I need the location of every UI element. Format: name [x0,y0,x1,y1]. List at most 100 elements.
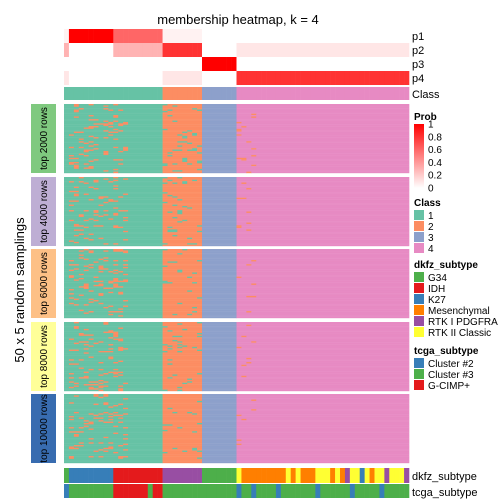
class-row-label: Class [412,89,440,101]
sampling-cell [98,258,104,261]
sampling-cell [103,394,109,396]
sampling-cell [197,450,203,453]
sampling-cell [197,145,203,147]
sampling-cell [236,249,410,251]
sampling-cell [64,109,75,112]
sampling-cell [162,130,188,132]
sampling-cell [162,188,203,190]
sampling-cell [93,251,124,254]
membership-cell [340,29,346,43]
sampling-cell [202,159,237,161]
sampling-cell [236,225,242,227]
sampling-cell [78,298,89,301]
sampling-cell [202,328,237,331]
sampling-cell [108,311,124,313]
membership-cell [256,71,262,85]
sampling-cell [64,330,109,332]
sampling-cell [236,157,247,160]
sampling-cell [93,276,99,279]
sampling-cell [162,157,183,160]
sampling-cell [113,356,163,359]
sampling-cell [202,268,237,270]
sampling-cell [118,388,124,390]
sampling-cell [113,138,119,141]
sampling-cell [103,341,163,343]
sampling-cell [202,219,237,222]
sampling-cell [162,327,203,330]
tcga-cell [197,484,203,498]
sampling-cell [162,119,203,121]
sampling-cell [162,298,203,301]
membership-cell [275,57,282,71]
sampling-cell [83,233,89,236]
sampling-cell [202,123,237,125]
sampling-cell [113,337,163,339]
sampling-cell [202,289,237,291]
sampling-cell [118,331,163,334]
sampling-cell [73,241,80,244]
sampling-cell [236,232,410,234]
sampling-cell [202,241,237,244]
sampling-cell [172,179,193,182]
sampling-cell [202,171,237,174]
sampling-cell [197,149,203,152]
membership-cell [404,57,410,71]
sampling-cell [251,164,257,167]
sampling-cell [98,379,104,382]
sampling-cell [162,271,178,273]
sampling-cell [202,207,237,209]
sampling-cell [202,402,237,404]
sampling-cell [236,193,410,196]
membership-cell [182,43,188,57]
sampling-cell [167,179,173,182]
sampling-cell [202,313,237,316]
membership-cell [354,57,361,71]
sampling-cell [236,305,410,308]
class-legend-swatch [414,232,424,242]
sampling-cell [187,137,203,139]
sampling-cell [88,182,168,185]
sampling-cell [251,324,410,327]
sampling-cell [103,421,114,424]
sampling-cell [103,386,163,389]
dkfz-cell [325,468,331,483]
sampling-cell [118,375,163,378]
membership-cell [216,43,223,57]
sampling-cell [113,362,119,364]
sampling-cell [202,239,237,241]
sampling-cell [83,215,99,218]
class-cell [157,87,163,100]
sampling-cell [93,438,124,440]
sampling-cell [123,434,129,436]
sampling-cell [64,170,104,172]
sampling-cell [162,313,173,316]
sampling-cell [236,207,410,209]
dkfz-cell [266,468,272,483]
sampling-cell [68,240,75,243]
sampling-cell [64,338,70,341]
membership-cell [300,71,306,85]
sampling-cell [162,418,203,421]
sampling-cell [236,443,242,446]
sampling-cell [88,141,94,143]
sampling-cell [162,446,203,449]
sampling-cell [256,164,410,167]
sampling-cell [103,265,168,268]
sampling-cell [202,153,237,156]
sampling-cell [236,141,247,143]
class-cell [211,87,218,100]
sampling-cell [73,435,80,437]
sampling-cell [236,123,410,125]
sampling-cell [251,188,410,190]
membership-cell [384,71,390,85]
sampling-cell [64,298,75,301]
sampling-cell [236,236,410,238]
sampling-cell [202,400,237,403]
sampling-cell [202,260,237,262]
sampling-cell [162,145,178,147]
sampling-cell [64,262,163,265]
sampling-cell [123,230,129,233]
sampling-cell [78,200,109,203]
sampling-cell [78,233,85,236]
sampling-cell [202,446,237,449]
